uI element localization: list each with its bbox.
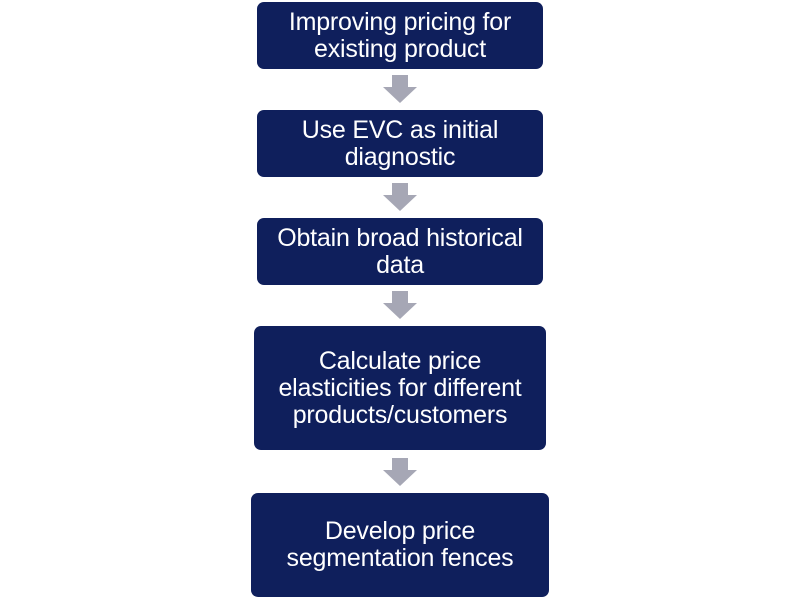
- step-calculate-elasticities: Calculate price elasticities for differe…: [254, 326, 546, 450]
- step-text-line: products/customers: [292, 400, 508, 429]
- step-text-line: diagnostic: [344, 142, 456, 171]
- step-text-line: existing product: [314, 34, 486, 63]
- step-text-line: data: [376, 250, 424, 279]
- step-use-evc: Use EVC as initial diagnostic: [257, 110, 543, 177]
- down-arrow-icon: [383, 75, 417, 103]
- down-arrow-icon: [383, 458, 417, 486]
- down-arrow-icon: [383, 183, 417, 211]
- step-text-line: Calculate price: [318, 346, 482, 375]
- step-text-line: Obtain broad historical: [277, 223, 523, 252]
- step-text-line: Develop price: [324, 517, 476, 545]
- step-text-line: segmentation fences: [286, 544, 514, 572]
- down-arrow-icon: [383, 291, 417, 319]
- step-obtain-data: Obtain broad historical data: [257, 218, 543, 285]
- step-text-line: Improving pricing for: [288, 7, 512, 36]
- step-text-line: elasticities for different: [278, 373, 522, 402]
- step-develop-fences: Develop price segmentation fences: [251, 493, 549, 597]
- step-text-line: Use EVC as initial: [301, 115, 499, 144]
- step-improving-pricing: Improving pricing for existing product: [257, 2, 543, 69]
